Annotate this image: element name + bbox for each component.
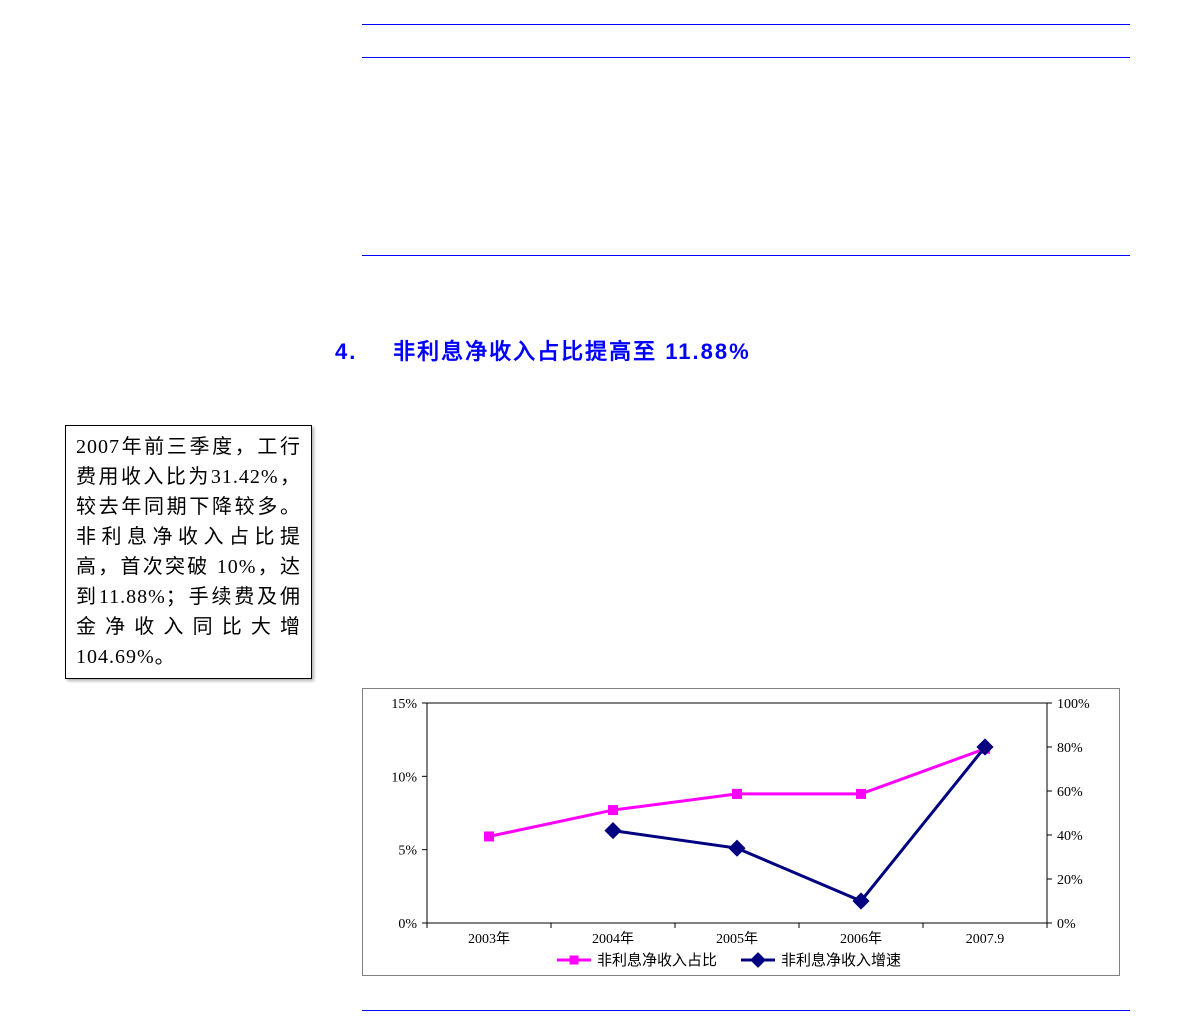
upper-rule-box [362,24,1130,256]
svg-text:0%: 0% [1057,917,1076,932]
svg-text:80%: 80% [1057,741,1083,756]
svg-text:2006年: 2006年 [840,931,882,947]
svg-text:5%: 5% [398,844,417,859]
svg-text:40%: 40% [1057,829,1083,844]
chart-svg: 0% 5% 10% 15% 0% 20% 40% 60% 80% 100% 2003年 2004年 20… [363,689,1119,975]
chart-frame: 0% 5% 10% 15% 0% 20% 40% 60% 80% 100% 2003年 2004年 20… [362,680,1130,1011]
svg-text:2003年: 2003年 [468,931,510,947]
sidebar-note: 2007年前三季度，工行费用收入比为31.42%，较去年同期下降较多。非利息净收… [65,425,312,679]
section-title-text: 非利息净收入占比提高至 11.88% [393,339,751,364]
svg-text:60%: 60% [1057,785,1083,800]
svg-text:2005年: 2005年 [716,931,758,947]
chart-box: 0% 5% 10% 15% 0% 20% 40% 60% 80% 100% 2003年 2004年 20… [362,688,1120,976]
svg-text:非利息净收入占比: 非利息净收入占比 [597,952,717,969]
svg-text:10%: 10% [391,770,417,785]
svg-text:15%: 15% [391,697,417,712]
svg-text:2007.9: 2007.9 [966,932,1005,947]
svg-text:非利息净收入增速: 非利息净收入增速 [781,952,901,969]
svg-text:0%: 0% [398,917,417,932]
svg-text:2004年: 2004年 [592,931,634,947]
section-number: 4. [335,339,385,365]
svg-text:20%: 20% [1057,873,1083,888]
svg-text:100%: 100% [1057,697,1090,712]
section-heading: 4. 非利息净收入占比提高至 11.88% [335,334,751,366]
